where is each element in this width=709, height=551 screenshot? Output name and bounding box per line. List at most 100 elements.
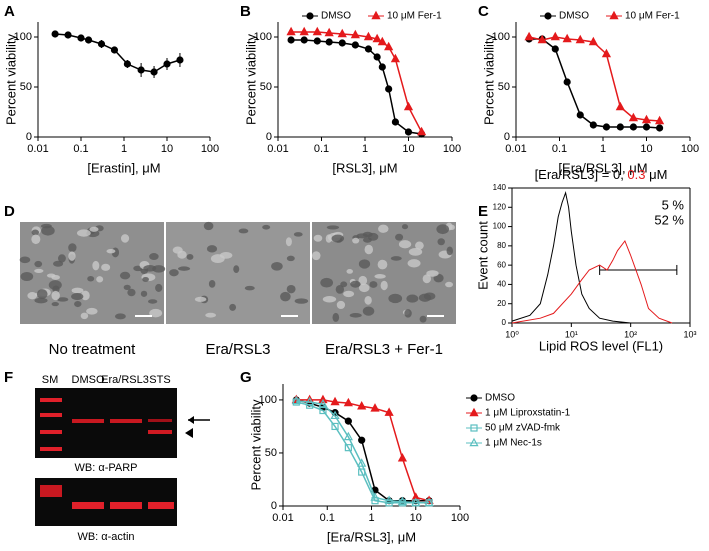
- arrowhead: [185, 428, 193, 438]
- series-line: [55, 33, 181, 73]
- point: [64, 31, 72, 39]
- y-tick-label: 50: [20, 81, 32, 93]
- cell: [31, 234, 41, 245]
- point: [364, 45, 373, 53]
- point: [324, 27, 334, 37]
- cell: [86, 307, 98, 315]
- x-tick-label: 1: [362, 143, 368, 155]
- cell: [172, 246, 183, 254]
- cell: [244, 285, 255, 291]
- y-tick-label: 0: [504, 131, 510, 143]
- cell: [322, 296, 337, 303]
- blot-label: WB: α-actin: [77, 531, 134, 543]
- cell: [229, 303, 237, 311]
- caption: Era/RSL3 + Fer-1: [325, 341, 443, 358]
- y-axis-label: Percent viability: [248, 399, 263, 491]
- legend-label: 50 μM zVAD-fmk: [485, 423, 561, 434]
- cell: [437, 238, 445, 246]
- annotation: 52 %: [654, 212, 684, 227]
- cell: [280, 291, 291, 302]
- point: [137, 66, 145, 74]
- cell: [285, 237, 292, 247]
- band: [40, 430, 62, 434]
- series-line: [296, 399, 430, 502]
- y-axis-label: Event count: [475, 221, 490, 290]
- point: [550, 31, 560, 41]
- point: [370, 492, 380, 501]
- legend-label: 10 μM Fer-1: [387, 11, 442, 22]
- point: [404, 128, 413, 136]
- cell: [31, 229, 40, 236]
- cell: [352, 237, 360, 244]
- point: [77, 34, 85, 42]
- point: [357, 458, 367, 467]
- cell: [76, 229, 91, 237]
- band: [148, 502, 174, 509]
- series-line: [528, 36, 660, 122]
- band: [148, 430, 172, 434]
- panel-label: E: [478, 203, 488, 220]
- x-tick-label: 0.1: [320, 512, 335, 524]
- cell: [27, 292, 38, 300]
- series-line: [296, 399, 430, 502]
- x-axis-label: [RSL3], μM: [332, 160, 397, 175]
- cell: [81, 290, 90, 301]
- x-tick-label: 10⁰: [505, 329, 519, 339]
- lane-label: SM: [42, 374, 59, 386]
- point: [391, 118, 400, 126]
- cell: [123, 284, 131, 291]
- legend-marker: [371, 10, 381, 20]
- title-part: 0.3: [627, 167, 645, 182]
- x-tick-label: 10²: [624, 329, 637, 339]
- legend-label: DMSO: [559, 11, 589, 22]
- point: [97, 40, 106, 48]
- cell: [426, 270, 439, 277]
- cell: [36, 289, 48, 299]
- cell: [19, 256, 31, 264]
- cell: [358, 283, 370, 293]
- cell: [262, 224, 271, 230]
- cell: [101, 263, 111, 271]
- x-tick-label: 10: [410, 512, 422, 524]
- x-tick-label: 10: [640, 143, 652, 155]
- band: [148, 419, 172, 422]
- point: [337, 28, 347, 38]
- cell: [419, 315, 427, 323]
- cell: [96, 276, 104, 283]
- panel-label: F: [4, 369, 13, 386]
- cell: [369, 281, 378, 288]
- cell: [41, 225, 55, 236]
- x-tick-label: 100: [443, 143, 461, 155]
- chart: E 0 20 40 60 80 100 120 140 10⁰ 10¹ 10² 10³ Lipid ROS…: [475, 167, 696, 353]
- cell: [208, 279, 216, 288]
- point: [642, 123, 651, 131]
- cell: [74, 301, 82, 308]
- x-tick-label: 1: [600, 143, 606, 155]
- cell: [340, 281, 348, 288]
- cell: [343, 290, 355, 298]
- cell: [20, 271, 34, 282]
- panel-f: F SM DMSO Era/RSL3 STS WB: α-PARP WB: α-…: [4, 369, 210, 543]
- cell: [68, 243, 77, 253]
- point: [325, 38, 333, 46]
- cell: [149, 253, 159, 261]
- legend-label: DMSO: [485, 393, 515, 404]
- lane-label: Era/RSL3: [101, 374, 149, 386]
- point: [588, 36, 598, 46]
- blot-label: WB: α-PARP: [75, 462, 138, 474]
- cell: [148, 299, 158, 304]
- cell: [219, 251, 233, 259]
- cell: [346, 269, 353, 274]
- cell: [140, 290, 148, 297]
- point: [338, 39, 346, 47]
- y-tick-label: 0: [266, 131, 272, 143]
- cell: [206, 245, 218, 253]
- cell: [178, 266, 191, 271]
- point: [110, 46, 119, 54]
- x-tick-label: 0.01: [267, 143, 288, 155]
- cell: [367, 232, 379, 241]
- cell: [388, 293, 403, 304]
- point: [628, 112, 639, 122]
- cell: [374, 274, 386, 279]
- cell: [46, 273, 56, 278]
